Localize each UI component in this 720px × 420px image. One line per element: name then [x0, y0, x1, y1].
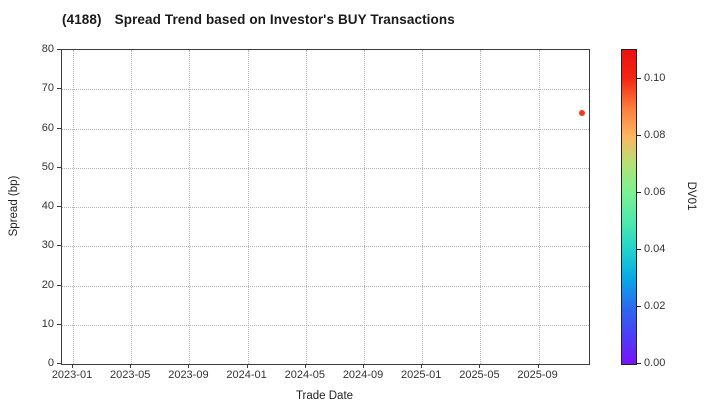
y-tick-mark	[57, 49, 61, 50]
y-tick-label: 0	[47, 357, 54, 369]
y-tick-mark	[57, 363, 61, 364]
colorbar-tick-mark	[637, 134, 641, 136]
y-tick-label: 20	[41, 278, 54, 291]
colorbar-tick-label: 0.02	[644, 299, 666, 312]
colorbar-tick-label: 0.10	[644, 71, 666, 84]
colorbar	[621, 49, 637, 365]
x-tick-mark	[421, 364, 423, 368]
y-tick-label: 40	[41, 200, 54, 212]
x-tick-mark	[188, 364, 190, 368]
x-tick-mark	[479, 364, 481, 368]
gridline-horizontal	[62, 324, 589, 326]
colorbar-label: DV01	[685, 181, 697, 211]
x-tick-label: 2025-01	[401, 369, 442, 381]
y-tick-label: 10	[41, 317, 54, 330]
x-tick-mark	[537, 364, 539, 368]
gridline-horizontal	[62, 128, 589, 130]
x-tick-mark	[304, 364, 306, 368]
x-tick-label: 2023-01	[51, 369, 93, 381]
y-tick-mark	[57, 284, 61, 286]
y-tick-mark	[57, 245, 61, 247]
gridline-horizontal	[62, 89, 589, 91]
ticker-code: (4188)	[62, 12, 102, 27]
gridline-horizontal	[62, 167, 589, 169]
y-tick-mark	[57, 88, 61, 90]
y-tick-label: 50	[41, 160, 54, 173]
x-tick-mark	[130, 364, 132, 368]
y-tick-label: 30	[41, 239, 54, 252]
colorbar-tick-mark	[637, 191, 641, 193]
x-tick-label: 2025-05	[459, 369, 500, 381]
colorbar-tick-label: 0.06	[644, 185, 666, 198]
x-tick-mark	[246, 364, 248, 368]
colorbar-tick-mark	[637, 248, 641, 250]
x-tick-mark	[72, 364, 73, 368]
colorbar-tick-mark	[637, 363, 641, 364]
gridline-horizontal	[62, 246, 589, 248]
colorbar-tick-label: 0.04	[644, 242, 666, 255]
chart-title: (4188) Spread Trend based on Investor's B…	[62, 12, 455, 27]
colorbar-tick-mark	[637, 305, 641, 307]
x-tick-label: 2024-09	[342, 369, 384, 381]
gridline-horizontal	[62, 285, 589, 287]
plot-area	[61, 49, 590, 365]
x-tick-label: 2023-09	[168, 369, 209, 381]
y-tick-mark	[57, 166, 61, 168]
y-tick-label: 80	[41, 43, 54, 55]
x-tick-label: 2025-09	[517, 369, 558, 381]
x-axis-label: Trade Date	[295, 390, 354, 402]
gridline-horizontal	[62, 207, 589, 208]
x-tick-label: 2023-05	[110, 369, 151, 381]
y-tick-mark	[57, 127, 61, 129]
data-point	[579, 109, 586, 116]
y-tick-label: 70	[41, 82, 54, 95]
y-tick-mark	[57, 206, 61, 207]
x-tick-label: 2024-01	[226, 369, 267, 381]
y-tick-label: 60	[41, 121, 54, 134]
chart-title-text: Spread Trend based on Investor's BUY Tra…	[114, 12, 455, 27]
colorbar-tick-label: 0.00	[644, 357, 666, 369]
colorbar-tick-mark	[637, 77, 641, 79]
y-tick-mark	[57, 323, 61, 325]
x-tick-label: 2024-05	[284, 369, 325, 381]
x-tick-mark	[363, 364, 364, 368]
colorbar-tick-label: 0.08	[644, 128, 666, 141]
